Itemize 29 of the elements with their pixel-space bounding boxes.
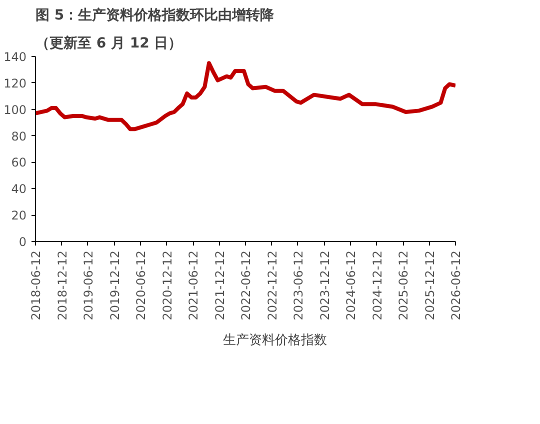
text: 生产资料价格指数: [223, 332, 327, 349]
x-tick-label: 2022-12-12: [265, 250, 280, 320]
x-tick-label: 2021-06-12: [186, 250, 201, 320]
y-tick-label: 20: [11, 208, 27, 223]
chart-subtitle: （更新至 6 月 12 日）: [36, 34, 182, 52]
y-tick-label: 140: [4, 50, 26, 64]
y-tick-label: 60: [11, 156, 27, 170]
x-tick-label: 2020-12-12: [160, 250, 174, 320]
line-series: [36, 61, 456, 132]
x-tick-label: 2022-06-12: [239, 250, 253, 320]
x-tick-label: 2019-12-12: [108, 250, 122, 320]
x-tick-label: 2026-06-12: [449, 250, 463, 320]
x-tick-label: 2018-06-12: [29, 250, 43, 320]
x-tick-label: 2024-06-12: [344, 250, 358, 320]
x-tick-label: 2025-12-12: [422, 250, 437, 320]
y-tick-label: 80: [11, 129, 27, 144]
x-tick-label: 2025-06-12: [396, 250, 411, 320]
y-tick-label: 0: [18, 235, 27, 249]
x-tick-label: 2023-12-12: [318, 250, 332, 320]
x-tick-label: 2019-06-12: [81, 250, 96, 320]
x-tick-label: 2020-06-12: [134, 250, 148, 320]
x-tick-label: 2021-12-12: [212, 250, 227, 320]
chart-title: 图 5：生产资料价格指数环比由增转降: [36, 6, 276, 24]
x-tick-label: 2018-12-12: [55, 250, 70, 320]
x-tick-label: 2024-12-12: [370, 250, 384, 320]
y-tick-label: 120: [4, 76, 26, 90]
y-tick-label: 100: [4, 102, 26, 117]
x-tick-label: 2023-06-12: [291, 250, 306, 320]
y-tick-label: 40: [11, 182, 27, 196]
